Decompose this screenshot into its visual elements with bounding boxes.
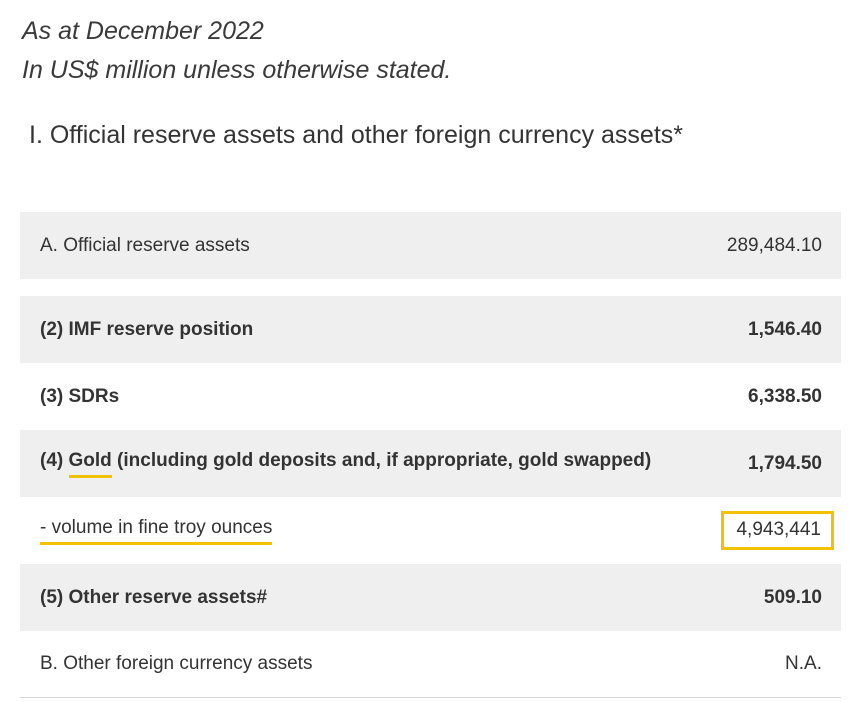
- row-label: (4) Gold (including gold deposits and, i…: [40, 450, 651, 478]
- row-value: 1,794.50: [748, 452, 822, 474]
- row-value: 509.10: [763, 586, 822, 608]
- gold-prefix: (4): [40, 449, 69, 471]
- row-value: 6,338.50: [748, 385, 822, 407]
- gold-suffix: (including gold deposits and, if appropr…: [111, 449, 652, 471]
- table-row-other-foreign-currency-assets: B. Other foreign currency assets N.A.: [20, 631, 841, 698]
- table-row-sdrs: (3) SDRs 6,338.50: [20, 363, 841, 430]
- row-value: 1,546.40: [748, 318, 822, 340]
- row-label: A. Official reserve assets: [40, 234, 250, 256]
- gold-keyword-highlight: Gold: [68, 450, 112, 478]
- row-value: N.A.: [785, 653, 822, 674]
- table-row-gold: (4) Gold (including gold deposits and, i…: [20, 430, 841, 497]
- row-label: B. Other foreign currency assets: [40, 653, 313, 674]
- row-label: (3) SDRs: [40, 385, 120, 407]
- as-at-date: As at December 2022: [22, 17, 264, 45]
- row-spacer: [20, 279, 841, 296]
- report-meta: As at December 2022 In US$ million unles…: [22, 12, 451, 90]
- volume-label-highlight: - volume in fine troy ounces: [40, 517, 273, 545]
- row-value: 289,484.10: [726, 234, 822, 256]
- table-row-volume-fine-troy-ounces: - volume in fine troy ounces 4,943,441: [20, 497, 841, 564]
- unit-note: In US$ million unless otherwise stated.: [22, 56, 452, 84]
- table-row-official-reserve-assets: A. Official reserve assets 289,484.10: [20, 212, 841, 279]
- section-title: I. Official reserve assets and other for…: [29, 121, 684, 149]
- table-row-imf-reserve-position: (2) IMF reserve position 1,546.40: [20, 296, 841, 363]
- row-label: (5) Other reserve assets#: [40, 586, 268, 608]
- volume-value-highlight-box: 4,943,441: [721, 511, 834, 550]
- table-row-other-reserve-assets: (5) Other reserve assets# 509.10: [20, 564, 841, 631]
- row-label: (2) IMF reserve position: [40, 318, 254, 340]
- reserve-assets-table: A. Official reserve assets 289,484.10 (2…: [20, 212, 841, 698]
